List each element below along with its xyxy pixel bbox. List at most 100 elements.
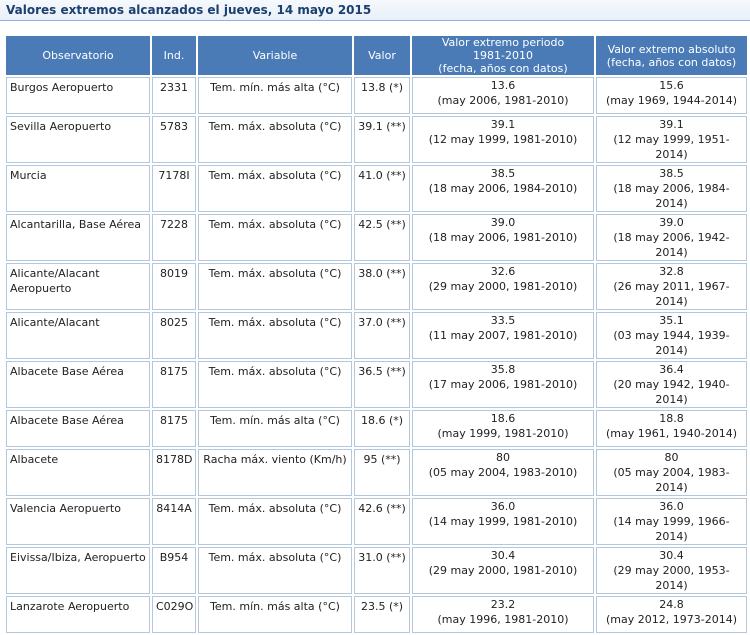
cell-extremo-absoluto-detail: (05 may 2004, 1983-2014) [613, 466, 730, 494]
table-row: Murcia 7178I Tem. máx. absoluta (°C) 41.0 (… [6, 165, 747, 212]
cell-variable: Tem. máx. absoluta (°C) [198, 547, 352, 594]
cell-extremo-absoluto: 80 (05 may 2004, 1983-2014) [596, 449, 747, 496]
column-header-extremo-absoluto: Valor extremo absoluto (fecha, años con … [596, 36, 747, 75]
cell-valor: 41.0 (**) [354, 165, 410, 212]
cell-extremo-absoluto-value: 24.8 [659, 598, 684, 611]
cell-extremo-periodo-value: 18.6 [490, 412, 516, 425]
cell-extremo-absoluto-detail: (may 1961, 1940-2014) [606, 427, 737, 440]
cell-variable: Tem. máx. absoluta (°C) [198, 165, 352, 212]
table-row: Albacete 8178D Racha máx. viento (Km/h) 95 … [6, 449, 747, 496]
cell-ind: 8178D [152, 449, 196, 496]
extremes-table: Observatorio Ind. Variable Valor Valor e… [4, 34, 749, 635]
cell-ind: 8175 [152, 410, 196, 447]
cell-extremo-periodo-detail: (05 may 2004, 1983-2010) [428, 466, 578, 479]
cell-extremo-periodo-detail: (may 1996, 1981-2010) [437, 613, 569, 626]
table-row: Eivissa/Ibiza, Aeropuerto B954 Tem. máx. a… [6, 547, 747, 594]
cell-extremo-absoluto-value: 18.8 [659, 412, 684, 425]
table-row: Albacete Base Aérea 8175 Tem. máx. absolut… [6, 361, 747, 408]
cell-valor: 95 (**) [354, 449, 410, 496]
cell-extremo-periodo: 35.8 (17 may 2006, 1981-2010) [412, 361, 594, 408]
cell-extremo-periodo-detail: (29 may 2000, 1981-2010) [428, 564, 578, 577]
cell-extremo-absoluto-value: 15.6 [659, 79, 684, 92]
cell-observatorio: Alicante/Alacant Aeropuerto [6, 263, 150, 310]
table-body: Burgos Aeropuerto 2331 Tem. mín. más alta … [6, 77, 747, 633]
cell-extremo-periodo-value: 39.0 [490, 216, 516, 229]
cell-extremo-periodo-detail: (12 may 1999, 1981-2010) [428, 133, 578, 146]
cell-ind: 7178I [152, 165, 196, 212]
cell-extremo-absoluto: 30.4 (29 may 2000, 1953-2014) [596, 547, 747, 594]
cell-extremo-absoluto: 32.8 (26 may 2011, 1967-2014) [596, 263, 747, 310]
table-row: Alcantarilla, Base Aérea 7228 Tem. máx. ab… [6, 214, 747, 261]
cell-ind: 8019 [152, 263, 196, 310]
cell-extremo-periodo-value: 32.6 [490, 265, 516, 278]
cell-extremo-periodo-value: 39.1 [490, 118, 516, 131]
cell-observatorio: Valencia Aeropuerto [6, 498, 150, 545]
table-row: Alicante/Alacant 8025 Tem. máx. absoluta (… [6, 312, 747, 359]
cell-ind: 7228 [152, 214, 196, 261]
cell-observatorio: Lanzarote Aeropuerto [6, 596, 150, 633]
cell-extremo-absoluto-detail: (20 may 1942, 1940-2014) [613, 378, 730, 406]
cell-extremo-absoluto-value: 39.0 [659, 216, 684, 229]
cell-extremo-periodo-detail: (29 may 2000, 1981-2010) [428, 280, 578, 293]
cell-extremo-absoluto-value: 36.0 [659, 500, 684, 513]
cell-extremo-absoluto-detail: (29 may 2000, 1953-2014) [613, 564, 730, 592]
cell-extremo-periodo-detail: (18 may 2006, 1981-2010) [428, 231, 578, 244]
column-header-observatorio: Observatorio [6, 36, 150, 75]
cell-extremo-absoluto-detail: (12 may 1999, 1951-2014) [613, 133, 730, 161]
cell-extremo-absoluto: 39.0 (18 may 2006, 1942-2014) [596, 214, 747, 261]
cell-extremo-absoluto: 18.8 (may 1961, 1940-2014) [596, 410, 747, 447]
cell-extremo-periodo-value: 36.0 [490, 500, 516, 513]
cell-observatorio: Eivissa/Ibiza, Aeropuerto [6, 547, 150, 594]
cell-variable: Racha máx. viento (Km/h) [198, 449, 352, 496]
cell-extremo-periodo-detail: (17 may 2006, 1981-2010) [428, 378, 578, 391]
cell-extremo-periodo: 32.6 (29 may 2000, 1981-2010) [412, 263, 594, 310]
cell-extremo-periodo: 39.1 (12 may 1999, 1981-2010) [412, 116, 594, 163]
cell-ind: 2331 [152, 77, 196, 114]
table-row: Albacete Base Aérea 8175 Tem. mín. más alt… [6, 410, 747, 447]
cell-observatorio: Alicante/Alacant [6, 312, 150, 359]
cell-ind: B954 [152, 547, 196, 594]
column-header-valor: Valor [354, 36, 410, 75]
cell-valor: 36.5 (**) [354, 361, 410, 408]
cell-extremo-periodo-value: 30.4 [490, 549, 516, 562]
cell-observatorio: Albacete Base Aérea [6, 361, 150, 408]
cell-extremo-absoluto-value: 39.1 [659, 118, 684, 131]
column-header-ind: Ind. [152, 36, 196, 75]
cell-valor: 18.6 (*) [354, 410, 410, 447]
cell-extremo-periodo-detail: (18 may 2006, 1984-2010) [428, 182, 578, 195]
cell-extremo-absoluto-value: 80 [664, 451, 679, 464]
cell-variable: Tem. máx. absoluta (°C) [198, 214, 352, 261]
cell-extremo-absoluto: 39.1 (12 may 1999, 1951-2014) [596, 116, 747, 163]
cell-variable: Tem. máx. absoluta (°C) [198, 498, 352, 545]
cell-ind: 8175 [152, 361, 196, 408]
column-header-extremo-periodo: Valor extremo periodo 1981-2010 (fecha, … [412, 36, 594, 75]
cell-ind: C029O [152, 596, 196, 633]
cell-extremo-periodo: 23.2 (may 1996, 1981-2010) [412, 596, 594, 633]
cell-valor: 42.5 (**) [354, 214, 410, 261]
cell-observatorio: Murcia [6, 165, 150, 212]
cell-extremo-periodo: 30.4 (29 may 2000, 1981-2010) [412, 547, 594, 594]
cell-extremo-periodo-detail: (may 1999, 1981-2010) [437, 427, 569, 440]
cell-extremo-periodo: 80 (05 may 2004, 1983-2010) [412, 449, 594, 496]
cell-extremo-absoluto: 24.8 (may 2012, 1973-2014) [596, 596, 747, 633]
cell-variable: Tem. mín. más alta (°C) [198, 77, 352, 114]
cell-observatorio: Burgos Aeropuerto [6, 77, 150, 114]
table-row: Valencia Aeropuerto 8414A Tem. máx. absolu… [6, 498, 747, 545]
cell-extremo-periodo-detail: (11 may 2007, 1981-2010) [428, 329, 578, 342]
cell-extremo-periodo-detail: (may 2006, 1981-2010) [437, 94, 569, 107]
page-title: Valores extremos alcanzados el jueves, 1… [6, 3, 372, 17]
cell-extremo-absoluto-value: 30.4 [659, 549, 684, 562]
cell-extremo-periodo: 18.6 (may 1999, 1981-2010) [412, 410, 594, 447]
cell-variable: Tem. máx. absoluta (°C) [198, 116, 352, 163]
cell-ind: 5783 [152, 116, 196, 163]
cell-extremo-periodo-value: 35.8 [490, 363, 516, 376]
cell-observatorio: Albacete Base Aérea [6, 410, 150, 447]
cell-valor: 31.0 (**) [354, 547, 410, 594]
cell-extremo-periodo-value: 80 [496, 451, 510, 464]
cell-extremo-absoluto-detail: (18 may 2006, 1942-2014) [613, 231, 730, 259]
cell-extremo-absoluto-detail: (14 may 1999, 1966-2014) [613, 515, 730, 543]
cell-extremo-absoluto-detail: (may 1969, 1944-2014) [606, 94, 737, 107]
cell-valor: 37.0 (**) [354, 312, 410, 359]
cell-extremo-absoluto: 15.6 (may 1969, 1944-2014) [596, 77, 747, 114]
cell-extremo-periodo-value: 13.6 [490, 79, 516, 92]
